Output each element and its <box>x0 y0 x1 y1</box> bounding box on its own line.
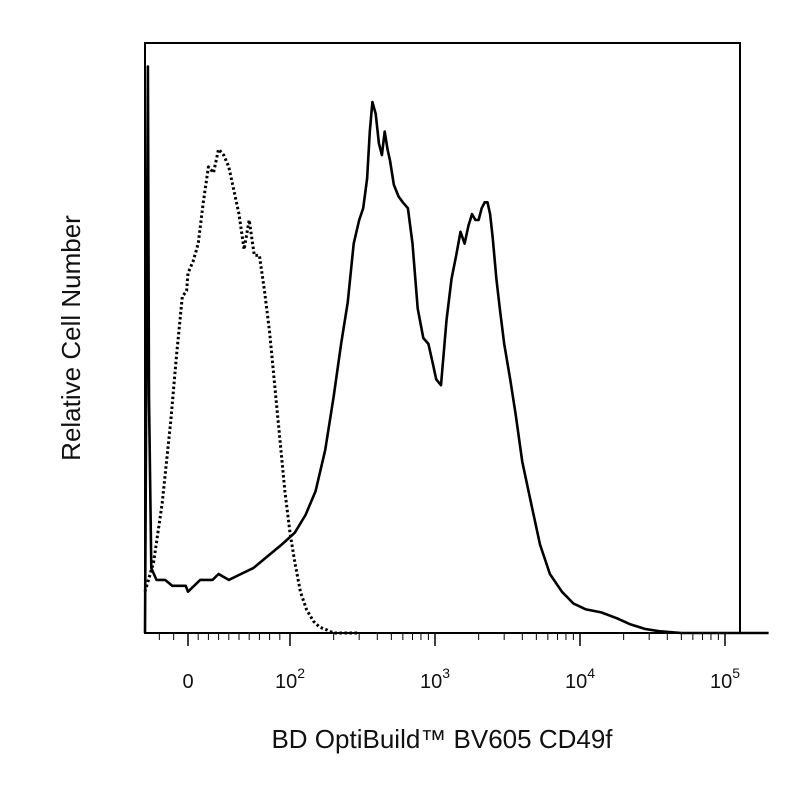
x-axis-ticks <box>158 633 726 646</box>
y-axis-label: Relative Cell Number <box>56 215 86 461</box>
series-layer <box>143 65 769 635</box>
x-tick-labels: 0 102 103 104 105 <box>182 665 740 693</box>
x-tick-label: 105 <box>710 665 740 693</box>
x-tick-label: 102 <box>275 665 305 693</box>
isotype-control-histogram-line <box>143 147 360 635</box>
x-axis-label: BD OptiBuild™ BV605 CD49f <box>271 724 613 754</box>
x-tick-label: 0 <box>182 671 193 693</box>
x-tick-label: 104 <box>565 665 595 693</box>
x-tick-label: 103 <box>420 665 450 693</box>
plot-frame <box>144 42 741 634</box>
cd49f-stained-histogram-line <box>143 65 769 635</box>
